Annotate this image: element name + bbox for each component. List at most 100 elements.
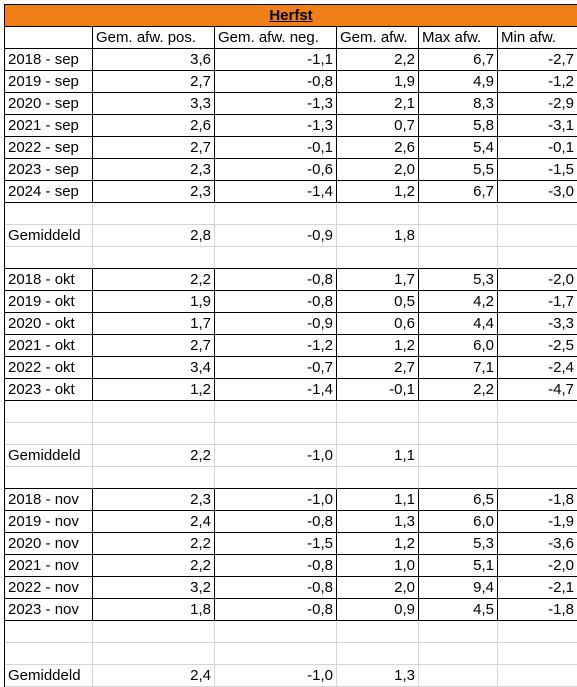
cell	[498, 247, 577, 269]
cell	[215, 467, 337, 489]
data-row: 2024 - sep 2,3 -1,4 1,2 6,7 -3,0	[5, 181, 577, 203]
cell: -3,0	[498, 181, 577, 203]
cell: -2,1	[498, 577, 577, 599]
cell: -1,0	[215, 665, 337, 687]
cell: 2020 - sep	[5, 93, 93, 115]
cell: -1,1	[215, 49, 337, 71]
cell	[93, 621, 215, 643]
cell: 2,3	[93, 489, 215, 511]
cell: -1,0	[215, 489, 337, 511]
cell: Gemiddeld	[5, 225, 93, 247]
cell: 8,3	[419, 93, 498, 115]
cell: -1,2	[498, 71, 577, 93]
cell: -0,8	[215, 599, 337, 621]
cell: 2022 - okt	[5, 357, 93, 379]
cell	[5, 27, 93, 49]
column-header-row: Gem. afw. pos. Gem. afw. neg. Gem. afw. Max…	[5, 27, 577, 49]
average-row: Gemiddeld 2,2 -1,0 1,1	[5, 445, 577, 467]
cell	[419, 203, 498, 225]
cell: 2018 - nov	[5, 489, 93, 511]
cell: 2,2	[419, 379, 498, 401]
cell: 1,1	[337, 489, 419, 511]
cell: -0,8	[215, 71, 337, 93]
cell	[93, 423, 215, 445]
cell: -1,4	[215, 379, 337, 401]
data-row: 2020 - okt 1,7 -0,9 0,6 4,4 -3,3	[5, 313, 577, 335]
data-row: 2019 - nov 2,4 -0,8 1,3 6,0 -1,9	[5, 511, 577, 533]
cell: 5,1	[419, 555, 498, 577]
cell: 6,7	[419, 181, 498, 203]
cell: Gemiddeld	[5, 665, 93, 687]
cell	[337, 621, 419, 643]
cell	[498, 665, 577, 687]
cell	[215, 401, 337, 423]
cell: -0,9	[215, 313, 337, 335]
cell: 4,2	[419, 291, 498, 313]
cell: 2,2	[93, 555, 215, 577]
data-row: 2021 - nov 2,2 -0,8 1,0 5,1 -2,0	[5, 555, 577, 577]
cell: 2023 - sep	[5, 159, 93, 181]
cell	[5, 247, 93, 269]
cell: 6,0	[419, 511, 498, 533]
cell	[419, 445, 498, 467]
cell	[5, 467, 93, 489]
blank-row	[5, 643, 577, 665]
blank-row	[5, 621, 577, 643]
cell	[337, 401, 419, 423]
cell: Min afw.	[498, 27, 577, 49]
cell	[498, 423, 577, 445]
cell: -1,9	[498, 511, 577, 533]
cell	[93, 643, 215, 665]
cell	[498, 643, 577, 665]
cell	[337, 423, 419, 445]
cell: 9,4	[419, 577, 498, 599]
cell	[93, 401, 215, 423]
cell: 5,8	[419, 115, 498, 137]
cell: 1,8	[337, 225, 419, 247]
cell: -0,1	[215, 137, 337, 159]
cell: -1,3	[215, 93, 337, 115]
cell	[215, 247, 337, 269]
cell: 2,6	[93, 115, 215, 137]
cell: 2020 - nov	[5, 533, 93, 555]
cell: -3,1	[498, 115, 577, 137]
cell	[215, 621, 337, 643]
cell: -0,8	[215, 577, 337, 599]
cell: -0,8	[215, 511, 337, 533]
cell: 1,3	[337, 665, 419, 687]
cell	[419, 225, 498, 247]
cell: -1,2	[215, 335, 337, 357]
cell: 1,9	[337, 71, 419, 93]
cell	[93, 467, 215, 489]
cell: -2,7	[498, 49, 577, 71]
cell	[215, 423, 337, 445]
cell: 5,3	[419, 269, 498, 291]
cell: Gem. afw. pos.	[93, 27, 215, 49]
cell: 1,9	[93, 291, 215, 313]
cell: 2,7	[93, 335, 215, 357]
cell: Gem. afw. neg.	[215, 27, 337, 49]
cell: 2,2	[93, 445, 215, 467]
cell: 2020 - okt	[5, 313, 93, 335]
cell: -3,3	[498, 313, 577, 335]
data-row: 2020 - sep 3,3 -1,3 2,1 8,3 -2,9	[5, 93, 577, 115]
cell	[419, 423, 498, 445]
cell: -1,5	[498, 159, 577, 181]
cell: 1,7	[93, 313, 215, 335]
cell: -0,1	[337, 379, 419, 401]
cell: 2,2	[337, 49, 419, 71]
data-row: 2022 - sep 2,7 -0,1 2,6 5,4 -0,1	[5, 137, 577, 159]
blank-row	[5, 203, 577, 225]
cell: Gemiddeld	[5, 445, 93, 467]
cell	[419, 467, 498, 489]
cell: 2021 - sep	[5, 115, 93, 137]
cell: 1,2	[337, 533, 419, 555]
cell: 3,3	[93, 93, 215, 115]
cell	[5, 423, 93, 445]
cell: -1,5	[215, 533, 337, 555]
sheet-table: Herfst Gem. afw. pos. Gem. afw. neg. Gem. …	[4, 4, 577, 687]
cell	[498, 467, 577, 489]
title-row: Herfst	[5, 5, 577, 27]
cell: -1,7	[498, 291, 577, 313]
cell: 6,5	[419, 489, 498, 511]
